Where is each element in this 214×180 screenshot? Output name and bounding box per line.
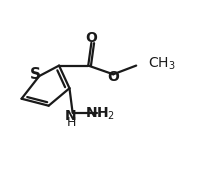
Text: H: H [66, 116, 76, 129]
Text: S: S [30, 67, 41, 82]
Text: NH$_2$: NH$_2$ [85, 106, 115, 122]
Text: N: N [65, 109, 77, 123]
Text: CH$_3$: CH$_3$ [148, 56, 175, 72]
Text: O: O [85, 31, 97, 45]
Text: O: O [107, 70, 119, 84]
